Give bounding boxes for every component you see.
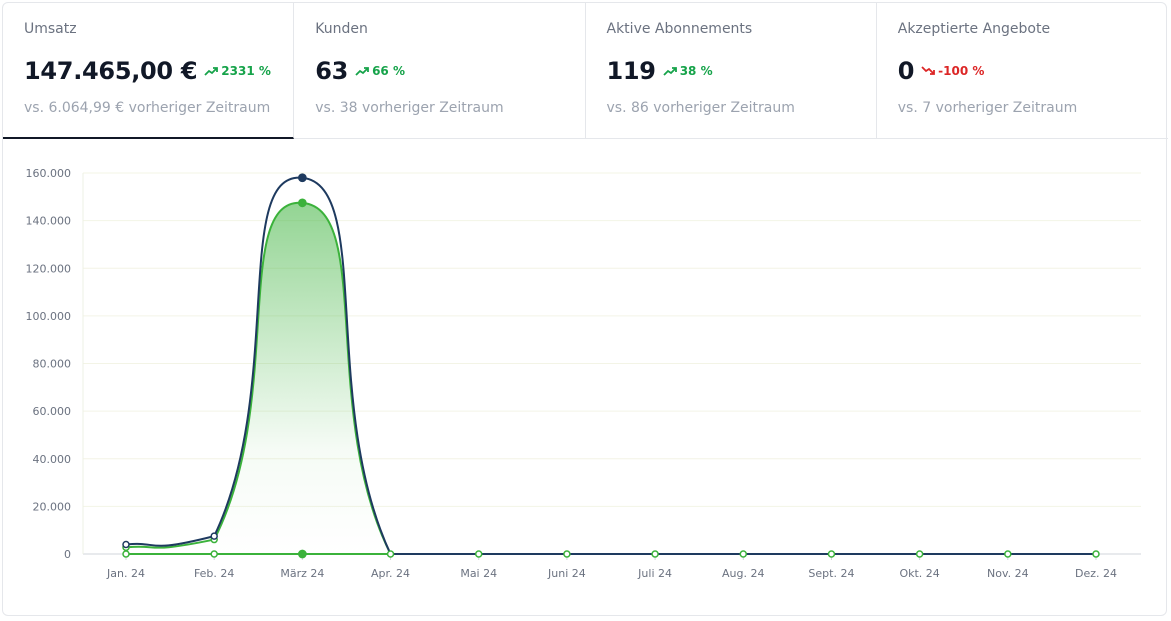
x-tick-label: Apr. 24 [371, 567, 410, 580]
x-tick-label: Feb. 24 [194, 567, 234, 580]
kpi-value: 147.465,00 € [24, 57, 198, 85]
x-tick-label: Juni 24 [547, 567, 586, 580]
data-point [298, 198, 307, 208]
x-tick-label: Jan. 24 [106, 567, 145, 580]
trend-up-icon [663, 67, 677, 76]
kpi-tab-umsatz[interactable]: Umsatz 147.465,00 € 2331 % vs. 6.064,99 … [3, 3, 295, 139]
x-tick-label: Nov. 24 [987, 567, 1029, 580]
data-point [651, 550, 659, 558]
kpi-change-text: 66 % [372, 64, 405, 78]
kpi-compare: vs. 38 vorheriger Zeitraum [315, 100, 504, 116]
x-tick-label: Dez. 24 [1075, 567, 1117, 580]
data-point [210, 550, 218, 558]
trend-down-icon [921, 66, 936, 75]
kpi-change: 2331 % [204, 64, 271, 78]
kpi-value: 63 [315, 57, 349, 85]
data-point [827, 550, 836, 558]
kpi-change-text: -100 % [938, 64, 985, 78]
y-tick-label: 140.000 [26, 215, 72, 228]
revenue-chart: 0 20.000 40.000 60.000 80.000 100.000 120.000 1… [26, 167, 1141, 580]
y-tick-label: 80.000 [33, 358, 72, 371]
kpi-compare: vs. 7 vorheriger Zeitraum [897, 100, 1078, 116]
data-point [1004, 550, 1012, 558]
kpi-label: Kunden [315, 21, 368, 37]
x-tick-label: Mai 24 [460, 567, 497, 580]
x-tick-label: Aug. 24 [722, 567, 764, 580]
data-point [122, 540, 130, 549]
kpi-change-text: 38 % [679, 64, 713, 78]
y-tick-label: 100.000 [26, 310, 72, 323]
y-tick-label: 160.000 [26, 167, 72, 180]
data-point [1092, 550, 1100, 558]
data-point [386, 550, 395, 558]
y-tick-label: 60.000 [33, 405, 72, 418]
kpi-label: Umsatz [24, 21, 77, 37]
kpi-tab-abonnements[interactable]: Aktive Abonnements 119 38 % vs. 86 vorhe… [586, 3, 877, 139]
kpi-tabs: Umsatz 147.465,00 € 2331 % vs. 6.064,99 … [3, 3, 1168, 139]
trend-up-icon [204, 67, 219, 76]
y-tick-label: 40.000 [33, 453, 72, 466]
y-tick-label: 120.000 [26, 262, 72, 275]
data-point [298, 173, 307, 183]
x-tick-label: Sept. 24 [808, 567, 854, 580]
kpi-label: Aktive Abonnements [606, 21, 753, 37]
series-area [126, 202, 1096, 554]
x-tick-label: März 24 [280, 567, 324, 580]
kpi-compare: vs. 86 vorheriger Zeitraum [606, 100, 795, 116]
data-point [210, 532, 218, 540]
kpi-change-text: 2331 % [221, 64, 271, 78]
data-point [474, 550, 483, 558]
kpi-change: 66 % [355, 64, 405, 78]
y-tick-label: 20.000 [33, 500, 72, 513]
kpi-change: 38 % [663, 64, 713, 78]
data-point [122, 550, 130, 558]
kpi-value: 0 [897, 57, 915, 85]
data-point [915, 550, 924, 558]
y-tick-label: 0 [64, 548, 71, 561]
x-tick-label: Juli 24 [637, 567, 672, 580]
kpi-label: Akzeptierte Angebote [897, 21, 1051, 37]
kpi-change: -100 % [921, 64, 984, 78]
data-point [298, 549, 307, 559]
kpi-tab-kunden[interactable]: Kunden 63 66 % vs. 38 vorheriger Zeitrau… [294, 3, 586, 139]
data-point [739, 550, 748, 558]
kpi-value: 119 [606, 57, 657, 85]
kpi-compare: vs. 6.064,99 € vorheriger Zeitraum [24, 100, 271, 116]
trend-up-icon [355, 67, 369, 76]
data-point [563, 550, 571, 558]
kpi-tab-angebote[interactable]: Akzeptierte Angebote 0 -100 % vs. 7 vorh… [877, 3, 1168, 139]
x-tick-label: Okt. 24 [899, 567, 939, 580]
